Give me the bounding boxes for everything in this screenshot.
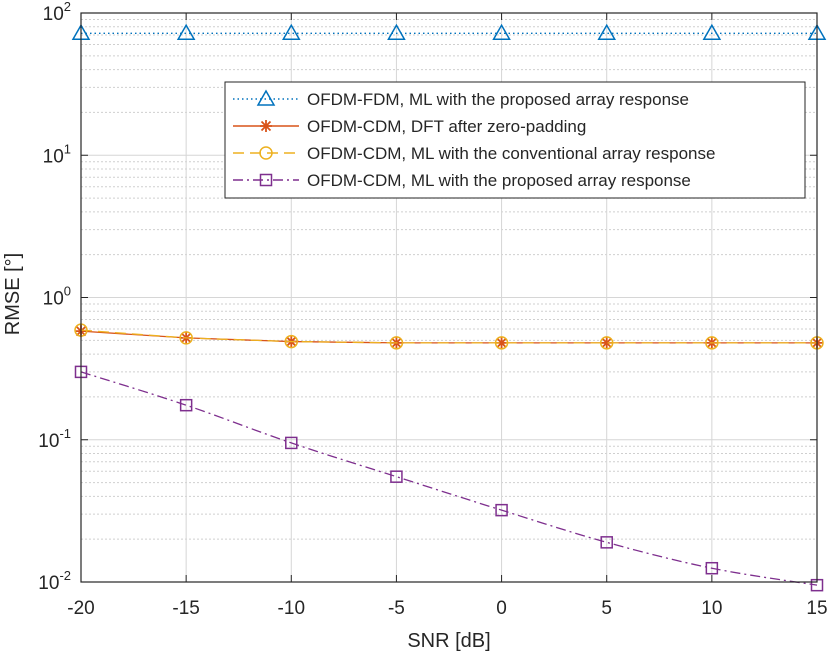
x-tick-label: -5: [388, 598, 405, 619]
legend-box: [224, 81, 806, 199]
legend-marker: [259, 146, 273, 160]
x-tick-label: 15: [806, 598, 827, 619]
data-point: [387, 23, 406, 41]
series-1: [71, 23, 827, 41]
data-point: [599, 336, 614, 350]
data-point: [389, 336, 404, 350]
data-point: [495, 503, 508, 517]
y-tick-label: 10-2: [38, 568, 71, 594]
x-tick-label: -15: [172, 598, 199, 619]
data-point: [390, 470, 403, 483]
legend-marker: [259, 173, 273, 187]
y-tick-label: 10-1: [38, 426, 71, 452]
legend-item: OFDM-FDM, ML with the proposed array res…: [233, 89, 689, 109]
legend-label: OFDM-CDM, DFT after zero-padding: [307, 117, 586, 136]
x-tick-label: -10: [278, 598, 305, 619]
data-point: [492, 23, 511, 41]
data-point: [600, 336, 613, 349]
data-point: [284, 334, 299, 349]
data-point: [281, 23, 301, 41]
legend-label: OFDM-CDM, ML with the proposed array res…: [307, 171, 691, 190]
data-point: [176, 23, 196, 41]
y-axis-label: RMSE [°]: [2, 253, 24, 335]
series-4: [74, 365, 824, 592]
legend-item: OFDM-CDM, DFT after zero-padding: [233, 117, 586, 136]
data-point: [705, 336, 719, 350]
data-point: [702, 23, 722, 41]
data-point: [705, 561, 719, 575]
y-tick-label: 102: [43, 0, 71, 25]
x-tick-label: 0: [496, 598, 507, 619]
data-point: [494, 336, 509, 350]
x-tick-label: -20: [67, 598, 94, 619]
y-tick-label: 101: [43, 141, 71, 167]
series-line: [80, 371, 818, 586]
legend-label: OFDM-FDM, ML with the proposed array res…: [307, 90, 689, 109]
legend: OFDM-FDM, ML with the proposed array res…: [224, 81, 806, 199]
data-point: [600, 536, 613, 549]
x-tick-label: 5: [601, 598, 612, 619]
data-point: [495, 336, 508, 349]
tick-layer: -20 -15 -10 -5 0 5 10 15 102 101 100 10-1 10-2: [38, 0, 827, 619]
data-point: [179, 398, 193, 412]
series-line: [80, 329, 817, 344]
legend-item: OFDM-CDM, ML with the proposed array res…: [233, 171, 691, 190]
y-tick-label: 100: [43, 284, 71, 310]
legend-marker: [256, 89, 276, 106]
x-tick-label: 10: [701, 598, 722, 619]
legend-marker: [260, 120, 272, 132]
legend-label: OFDM-CDM, ML with the conventional array…: [307, 144, 715, 163]
x-axis-label: SNR [dB]: [407, 630, 490, 652]
data-point: [597, 23, 617, 41]
legend-item: OFDM-CDM, ML with the conventional array…: [233, 144, 715, 163]
series-layer: [71, 23, 827, 592]
data-point: [179, 331, 193, 345]
data-point: [285, 436, 298, 450]
